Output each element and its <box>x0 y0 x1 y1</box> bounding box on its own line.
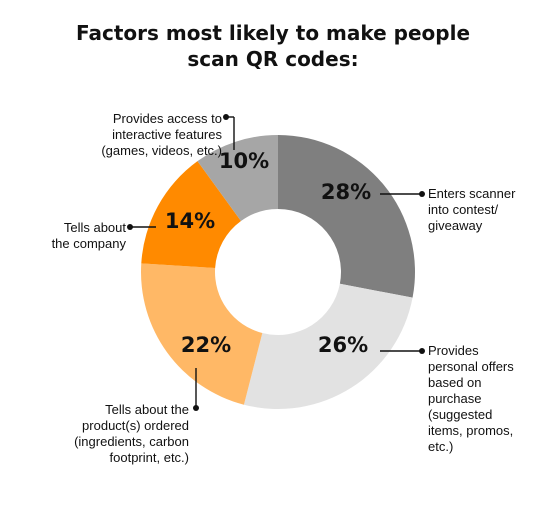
annotation-line: (games, videos, etc.) <box>101 143 222 158</box>
annotation-line: Tells about <box>64 220 127 235</box>
slice-company <box>141 161 241 269</box>
chart-title-line-1: Factors most likely to make people <box>75 21 471 45</box>
annotation-line: Provides access to <box>113 111 222 126</box>
slice-offers <box>243 283 413 409</box>
slice-label-products: 22% <box>181 333 231 357</box>
annotation-line: based on <box>428 375 482 390</box>
slice-label-company: 14% <box>165 209 215 233</box>
slice-label-contest: 28% <box>321 180 371 204</box>
annotation-line: into contest/ <box>428 202 498 217</box>
annotation-line: etc.) <box>428 439 453 454</box>
slice-contest <box>278 135 416 298</box>
chart-title-line-2: scan QR codes: <box>187 47 359 71</box>
slice-interactive <box>197 135 278 222</box>
leader-dot <box>223 114 229 120</box>
annotation-line: purchase <box>428 391 481 406</box>
annotation-line: Provides <box>428 343 479 358</box>
annotation-line: Enters scanner <box>428 186 516 201</box>
annotation-line: personal offers <box>428 359 514 374</box>
slice-label-interactive: 10% <box>219 149 269 173</box>
annotation-line: giveaway <box>428 218 483 233</box>
slice-products <box>141 263 263 405</box>
annotation-line: the company <box>52 236 127 251</box>
leader-dot <box>419 191 425 197</box>
leader-dot <box>193 405 199 411</box>
leader-dot <box>127 224 133 230</box>
annotation-line: footprint, etc.) <box>110 450 189 465</box>
annotation-line: Tells about the <box>105 402 189 417</box>
slice-label-offers: 26% <box>318 333 368 357</box>
annotation-line: (suggested <box>428 407 492 422</box>
annotation-line: interactive features <box>112 127 222 142</box>
leader-dot <box>419 348 425 354</box>
annotation-line: (ingredients, carbon <box>74 434 189 449</box>
chart-title: Factors most likely to make people scan … <box>0 20 546 72</box>
annotation-line: items, promos, <box>428 423 513 438</box>
annotation-line: product(s) ordered <box>82 418 189 433</box>
